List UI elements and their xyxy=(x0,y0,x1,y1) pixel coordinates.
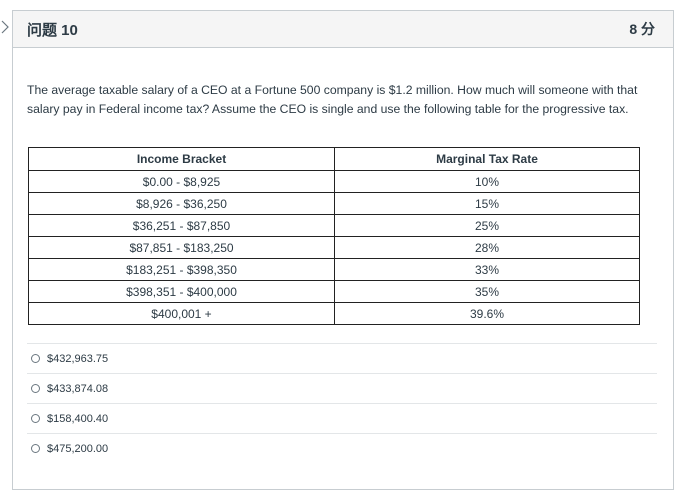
income-bracket-cell: $398,351 - $400,000 xyxy=(28,280,335,303)
table-row: $36,251 - $87,850 25% xyxy=(28,214,640,237)
radio-button[interactable] xyxy=(31,384,40,393)
table-row: $398,351 - $400,000 35% xyxy=(28,280,640,303)
tax-rate-cell: 28% xyxy=(334,236,640,259)
tax-rate-cell: 25% xyxy=(334,214,640,237)
answer-label: $475,200.00 xyxy=(47,442,109,455)
table-row: $400,001 + 39.6% xyxy=(28,302,640,325)
column-header-marginal-tax-rate: Marginal Tax Rate xyxy=(334,147,640,171)
answer-label: $432,963.75 xyxy=(47,352,109,365)
tax-rate-cell: 10% xyxy=(334,170,640,193)
table-header-row: Income Bracket Marginal Tax Rate xyxy=(28,147,640,171)
table-row: $183,251 - $398,350 33% xyxy=(28,258,640,281)
tax-table: Income Bracket Marginal Tax Rate $0.00 -… xyxy=(28,147,640,325)
income-bracket-cell: $0.00 - $8,925 xyxy=(28,170,335,193)
income-bracket-cell: $87,851 - $183,250 xyxy=(28,236,335,259)
answer-label: $433,874.08 xyxy=(47,382,109,395)
question-title: 问题 10 xyxy=(27,21,78,39)
radio-button[interactable] xyxy=(31,444,40,453)
tax-rate-cell: 33% xyxy=(334,258,640,281)
question-card: 问题 10 8 分 The average taxable salary of … xyxy=(12,10,674,490)
income-bracket-cell: $183,251 - $398,350 xyxy=(28,258,335,281)
answer-option[interactable]: $158,400.40 xyxy=(27,403,657,433)
table-row: $0.00 - $8,925 10% xyxy=(28,170,640,193)
answer-option[interactable]: $433,874.08 xyxy=(27,373,657,403)
tax-rate-cell: 39.6% xyxy=(334,302,640,325)
question-points: 8 分 xyxy=(629,21,655,37)
chevron-right-icon[interactable] xyxy=(0,20,10,34)
radio-button[interactable] xyxy=(31,414,40,423)
income-bracket-cell: $36,251 - $87,850 xyxy=(28,214,335,237)
income-bracket-cell: $8,926 - $36,250 xyxy=(28,192,335,215)
table-row: $8,926 - $36,250 15% xyxy=(28,192,640,215)
answer-label: $158,400.40 xyxy=(47,412,109,425)
tax-rate-cell: 35% xyxy=(334,280,640,303)
tax-rate-cell: 15% xyxy=(334,192,640,215)
question-header: 问题 10 8 分 xyxy=(13,11,673,48)
answer-list: $432,963.75 $433,874.08 $158,400.40 $475… xyxy=(27,343,657,463)
question-text: The average taxable salary of a CEO at a… xyxy=(27,83,638,116)
answer-option[interactable]: $475,200.00 xyxy=(27,433,657,463)
table-row: $87,851 - $183,250 28% xyxy=(28,236,640,259)
column-header-income-bracket: Income Bracket xyxy=(28,147,335,171)
radio-button[interactable] xyxy=(31,354,40,363)
answer-option[interactable]: $432,963.75 xyxy=(27,343,657,373)
income-bracket-cell: $400,001 + xyxy=(28,302,335,325)
